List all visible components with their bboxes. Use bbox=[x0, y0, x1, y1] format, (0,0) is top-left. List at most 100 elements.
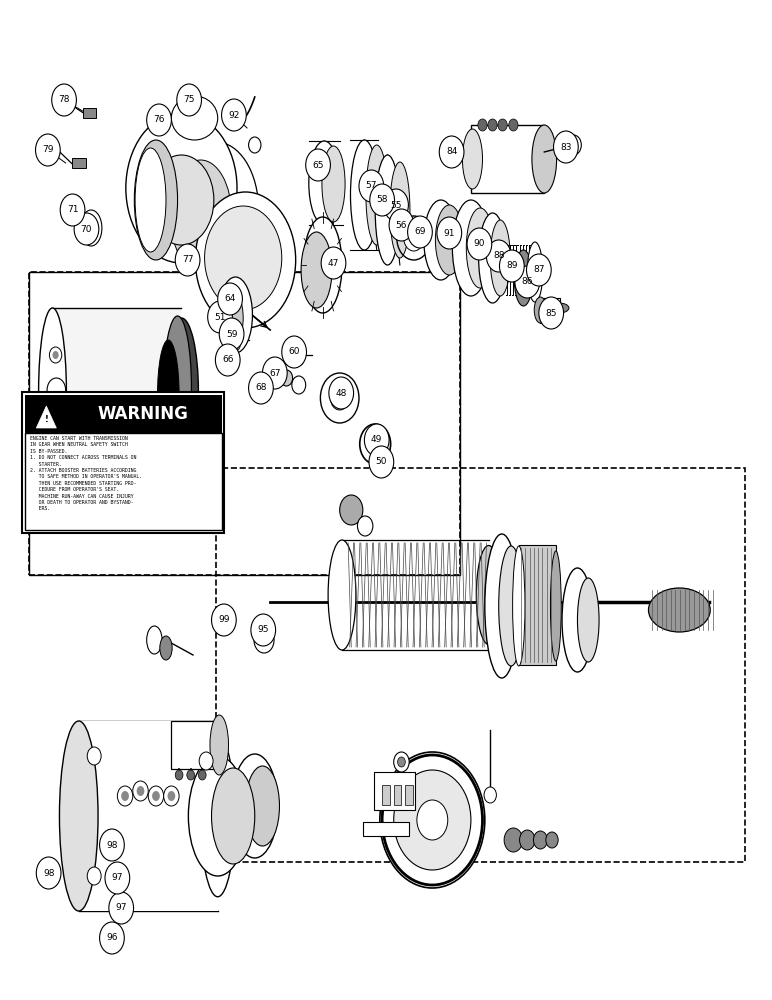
Ellipse shape bbox=[499, 546, 523, 666]
Text: !: ! bbox=[44, 414, 49, 424]
Ellipse shape bbox=[164, 316, 191, 460]
Text: 50: 50 bbox=[376, 458, 387, 466]
Circle shape bbox=[54, 432, 66, 448]
Ellipse shape bbox=[232, 754, 278, 858]
Ellipse shape bbox=[39, 308, 66, 475]
Text: 86: 86 bbox=[522, 277, 533, 286]
Circle shape bbox=[515, 266, 540, 298]
Text: 58: 58 bbox=[377, 196, 388, 205]
Text: 75: 75 bbox=[184, 96, 195, 104]
Ellipse shape bbox=[350, 140, 378, 250]
Polygon shape bbox=[36, 406, 56, 428]
Text: 70: 70 bbox=[81, 225, 92, 233]
Circle shape bbox=[87, 747, 101, 765]
Ellipse shape bbox=[309, 141, 340, 225]
Circle shape bbox=[408, 216, 432, 248]
Bar bbox=[405, 785, 413, 805]
Circle shape bbox=[177, 84, 201, 116]
Circle shape bbox=[152, 791, 160, 801]
Circle shape bbox=[467, 228, 492, 260]
Ellipse shape bbox=[134, 140, 178, 260]
Text: WARNING: WARNING bbox=[97, 405, 188, 423]
Text: 47: 47 bbox=[328, 258, 339, 267]
Text: 98: 98 bbox=[107, 840, 117, 849]
Ellipse shape bbox=[462, 129, 482, 189]
Circle shape bbox=[398, 757, 405, 767]
Ellipse shape bbox=[514, 250, 533, 306]
Circle shape bbox=[437, 217, 462, 249]
Text: 60: 60 bbox=[289, 348, 300, 357]
Circle shape bbox=[439, 136, 464, 168]
Circle shape bbox=[330, 386, 349, 410]
Ellipse shape bbox=[170, 160, 232, 270]
Text: 97: 97 bbox=[116, 904, 127, 913]
Text: 78: 78 bbox=[59, 96, 69, 104]
Circle shape bbox=[384, 189, 408, 221]
Circle shape bbox=[74, 213, 99, 245]
Text: 55: 55 bbox=[391, 200, 401, 210]
Ellipse shape bbox=[220, 290, 243, 346]
Ellipse shape bbox=[390, 162, 410, 258]
Circle shape bbox=[504, 828, 523, 852]
Ellipse shape bbox=[188, 756, 247, 876]
Circle shape bbox=[254, 627, 274, 653]
Ellipse shape bbox=[160, 636, 172, 660]
Circle shape bbox=[371, 451, 390, 475]
Text: 92: 92 bbox=[229, 110, 239, 119]
Circle shape bbox=[498, 119, 507, 131]
Circle shape bbox=[249, 137, 261, 153]
Bar bbox=[171, 721, 219, 769]
Circle shape bbox=[168, 791, 175, 801]
Circle shape bbox=[133, 781, 148, 801]
Ellipse shape bbox=[562, 568, 593, 672]
Ellipse shape bbox=[549, 303, 569, 313]
Circle shape bbox=[147, 104, 171, 136]
Circle shape bbox=[380, 752, 485, 888]
Circle shape bbox=[87, 867, 101, 885]
Bar bbox=[519, 545, 556, 665]
Ellipse shape bbox=[466, 208, 494, 288]
Text: 85: 85 bbox=[546, 308, 557, 318]
Circle shape bbox=[175, 770, 183, 780]
Circle shape bbox=[340, 495, 363, 525]
Circle shape bbox=[212, 604, 236, 636]
Ellipse shape bbox=[80, 210, 102, 246]
Circle shape bbox=[36, 857, 61, 889]
Text: 49: 49 bbox=[371, 436, 382, 444]
Circle shape bbox=[117, 786, 133, 806]
Ellipse shape bbox=[195, 192, 296, 328]
Circle shape bbox=[69, 203, 80, 217]
Circle shape bbox=[100, 922, 124, 954]
Ellipse shape bbox=[149, 155, 214, 245]
Text: 84: 84 bbox=[446, 147, 457, 156]
Ellipse shape bbox=[235, 330, 241, 350]
Text: 77: 77 bbox=[182, 255, 193, 264]
Ellipse shape bbox=[532, 125, 557, 193]
Text: 66: 66 bbox=[222, 356, 233, 364]
Text: 71: 71 bbox=[67, 206, 78, 215]
Ellipse shape bbox=[205, 206, 282, 310]
Text: ENGINE CAN START WITH TRANSMISSION
IN GEAR WHEN NEUTRAL SAFETY SWITCH
IS BY-PASS: ENGINE CAN START WITH TRANSMISSION IN GE… bbox=[30, 436, 142, 511]
Bar bbox=[216, 468, 745, 862]
Ellipse shape bbox=[59, 721, 98, 911]
Circle shape bbox=[215, 344, 240, 376]
Text: 56: 56 bbox=[396, 221, 407, 230]
Circle shape bbox=[364, 424, 389, 456]
Circle shape bbox=[484, 787, 496, 803]
Ellipse shape bbox=[135, 148, 166, 252]
Circle shape bbox=[320, 373, 359, 423]
Circle shape bbox=[369, 446, 394, 478]
Text: 83: 83 bbox=[560, 142, 571, 151]
Ellipse shape bbox=[534, 297, 547, 323]
Text: 91: 91 bbox=[444, 229, 455, 237]
Ellipse shape bbox=[245, 766, 279, 846]
Circle shape bbox=[321, 247, 346, 279]
Text: 88: 88 bbox=[493, 251, 504, 260]
Circle shape bbox=[554, 131, 578, 163]
Circle shape bbox=[208, 301, 232, 333]
Text: 76: 76 bbox=[154, 115, 164, 124]
Text: 68: 68 bbox=[256, 383, 266, 392]
Circle shape bbox=[109, 892, 134, 924]
Bar bbox=[83, 108, 96, 118]
Text: 90: 90 bbox=[474, 239, 485, 248]
